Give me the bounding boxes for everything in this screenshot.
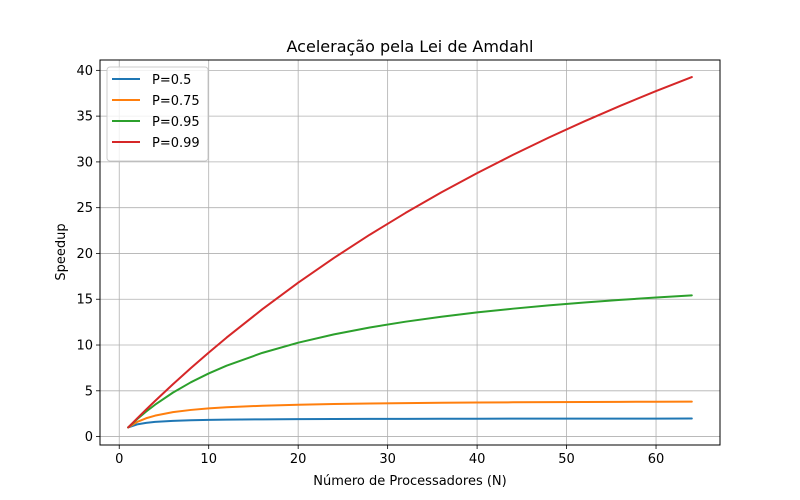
series-line-4	[127, 76, 693, 429]
x-tick-label: 50	[558, 452, 575, 467]
y-tick-label: 5	[85, 384, 93, 399]
x-tick-label: 10	[200, 452, 217, 467]
y-tick-label: 10	[76, 339, 93, 354]
x-tick-label: 40	[469, 452, 486, 467]
x-tick-label: 60	[648, 452, 665, 467]
y-tick-label: 30	[76, 155, 93, 170]
x-tick-label: 0	[115, 452, 123, 467]
y-tick-label: 25	[76, 201, 93, 216]
legend-label: P=0.75	[152, 94, 200, 109]
y-tick-label: 40	[76, 64, 93, 79]
y-tick-label: 0	[85, 430, 93, 445]
legend: P=0.5 P=0.75 P=0.95 P=0.99	[106, 66, 209, 162]
axis-ticks: 0 10 20 30 40 50 60 0 5 10 15 20 25 30 35 40	[76, 64, 664, 467]
legend-box	[106, 66, 209, 162]
x-tick-label: 20	[290, 452, 307, 467]
y-axis-label: Speedup	[54, 223, 69, 280]
x-axis-label: Número de Processadores (N)	[313, 474, 506, 489]
series-lines	[127, 76, 693, 429]
legend-label: P=0.95	[152, 115, 200, 130]
plot-frame	[99, 59, 721, 446]
x-tick-label: 30	[379, 452, 396, 467]
legend-label: P=0.99	[152, 136, 200, 151]
legend-label: P=0.5	[152, 73, 191, 88]
series-line-3	[127, 294, 693, 429]
y-tick-label: 35	[76, 110, 93, 125]
series-line-2	[127, 400, 693, 429]
chart-title: Aceleração pela Lei de Amdahl	[287, 37, 534, 56]
y-tick-label: 20	[76, 247, 93, 262]
y-tick-label: 15	[76, 293, 93, 308]
series-line-1	[127, 417, 693, 429]
